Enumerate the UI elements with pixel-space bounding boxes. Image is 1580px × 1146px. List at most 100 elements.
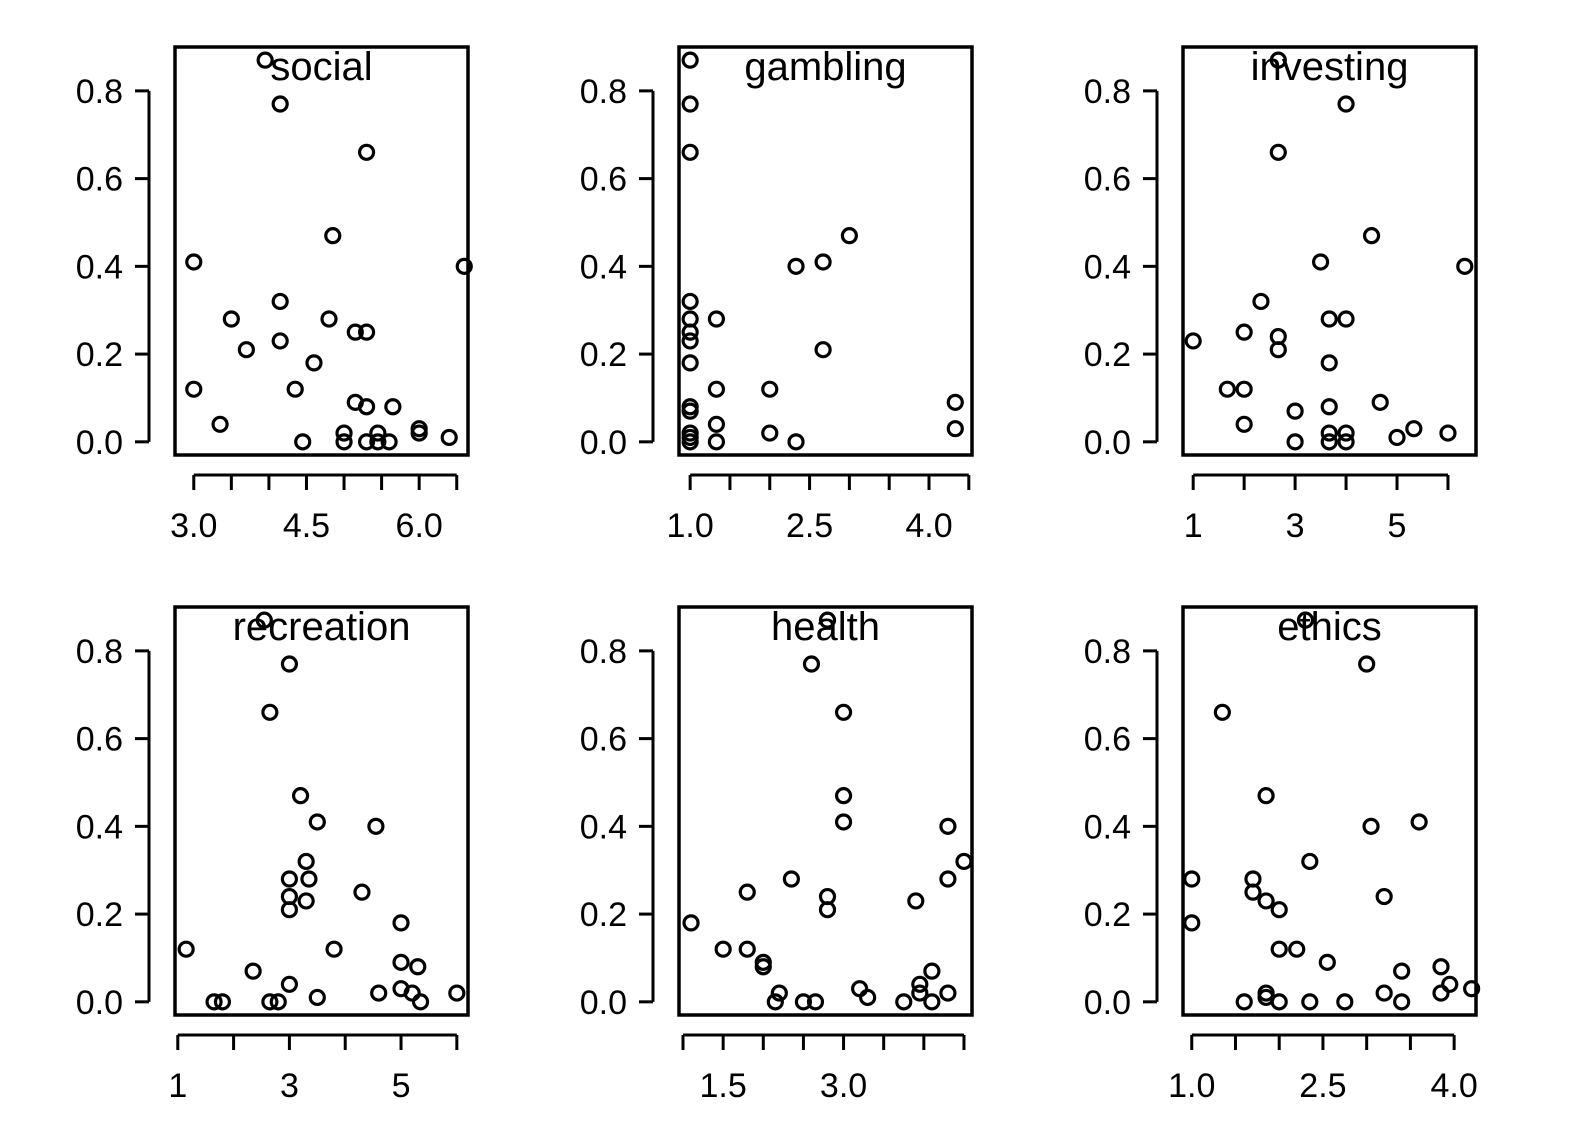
y-tick-label: 0.0	[76, 424, 123, 462]
y-tick-label: 0.4	[580, 808, 627, 846]
data-point	[1213, 703, 1231, 721]
data-point	[280, 901, 299, 919]
data-point	[1432, 958, 1450, 976]
data-point	[1286, 402, 1304, 420]
data-point	[370, 984, 388, 1002]
data-point	[1337, 424, 1355, 442]
data-point	[440, 428, 458, 447]
data-point	[205, 993, 223, 1011]
y-tick-label: 0.2	[580, 896, 627, 934]
data-point	[707, 310, 726, 328]
data-point	[1439, 424, 1457, 442]
data-point	[1432, 984, 1450, 1002]
data-point	[806, 993, 825, 1011]
plot-frame	[173, 45, 470, 457]
x-tick-label: 1.0	[1168, 1067, 1215, 1105]
x-tick-label: 3.0	[170, 507, 217, 545]
data-point	[946, 393, 964, 411]
data-point	[291, 787, 310, 805]
y-tick-label: 0.0	[1084, 984, 1131, 1022]
data-point	[1337, 310, 1355, 328]
data-point	[280, 975, 299, 993]
data-point	[308, 813, 326, 831]
data-point	[367, 817, 385, 835]
data-point	[939, 984, 957, 1002]
data-point	[271, 292, 289, 311]
y-tick-label: 0.0	[580, 984, 627, 1022]
panel-investing: 0.0 0.2 0.4 0.6 0.8 1 3 5 investing	[1084, 45, 1478, 545]
panel-title: investing	[1251, 45, 1409, 89]
data-point	[707, 433, 726, 451]
data-point	[1320, 433, 1338, 451]
data-point	[1270, 940, 1288, 958]
x-tick-label: 2.5	[1299, 1067, 1346, 1105]
data-point	[840, 227, 858, 245]
data-point	[1456, 257, 1474, 275]
data-point	[177, 940, 195, 958]
data-point	[1375, 887, 1393, 906]
data-point	[1371, 393, 1389, 411]
data-point	[834, 787, 853, 805]
data-point	[237, 341, 255, 359]
y-tick-label: 0.8	[1084, 73, 1131, 111]
data-point	[682, 914, 700, 932]
data-point	[714, 940, 732, 958]
data-point	[1257, 892, 1275, 910]
data-point	[761, 424, 779, 442]
data-point	[346, 323, 364, 341]
data-point	[1320, 354, 1338, 372]
panel-health: 0.0 0.2 0.4 0.6 0.8 1.5 3.0 health	[580, 605, 974, 1105]
plot-frame	[1181, 45, 1478, 457]
y-tick-label: 0.8	[1084, 633, 1131, 671]
x-tick-label: 2.5	[786, 507, 833, 545]
data-point	[1257, 787, 1275, 805]
data-point	[1362, 227, 1381, 245]
data-point	[1288, 940, 1306, 958]
data-point	[271, 95, 289, 113]
data-point	[1218, 380, 1236, 398]
y-tick-label: 0.8	[580, 633, 627, 671]
y-tick-label: 0.0	[1084, 424, 1131, 462]
data-point	[834, 813, 853, 831]
x-tick-label: 1	[168, 1067, 187, 1105]
panel-ethics: 0.0 0.2 0.4 0.6 0.8 1.0 2.5 4.0 ethics	[1084, 605, 1481, 1105]
y-tick-label: 0.8	[76, 633, 123, 671]
data-point	[308, 988, 326, 1007]
data-point	[455, 257, 473, 275]
panel-social: 0.0 0.2 0.4 0.6 0.8 3.0 4.5 6.0 social	[76, 45, 473, 545]
data-point	[222, 310, 240, 328]
plot-frame	[677, 45, 974, 457]
panel-recreation: 0.0 0.2 0.4 0.6 0.8 1 3 5 recreation	[76, 605, 470, 1105]
data-point	[369, 433, 387, 451]
data-point	[1318, 953, 1336, 971]
data-point	[738, 940, 756, 958]
data-point	[814, 253, 832, 271]
data-point	[818, 611, 837, 629]
x-tick-label: 3	[1286, 507, 1305, 545]
panel-title: social	[270, 45, 372, 89]
data-point	[369, 424, 387, 442]
y-tick-label: 0.4	[580, 248, 627, 286]
y-tick-label: 0.2	[580, 336, 627, 374]
data-point	[939, 870, 957, 888]
data-point	[1336, 993, 1354, 1011]
data-point	[939, 817, 957, 835]
data-point	[1375, 984, 1393, 1002]
data-point	[923, 962, 941, 980]
data-point	[1296, 611, 1315, 629]
data-point	[1252, 292, 1270, 311]
panel-title: recreation	[233, 605, 411, 649]
data-point	[681, 51, 699, 69]
data-point	[357, 323, 376, 341]
data-point	[1410, 813, 1428, 831]
y-tick-label: 0.6	[76, 721, 123, 759]
panel-title: health	[771, 605, 880, 649]
data-point	[1320, 424, 1338, 442]
data-point	[1301, 852, 1319, 871]
data-point	[754, 958, 772, 976]
data-point	[280, 655, 299, 673]
x-tick-label: 1.0	[667, 507, 714, 545]
y-tick-label: 0.8	[580, 73, 627, 111]
data-point	[280, 870, 299, 888]
